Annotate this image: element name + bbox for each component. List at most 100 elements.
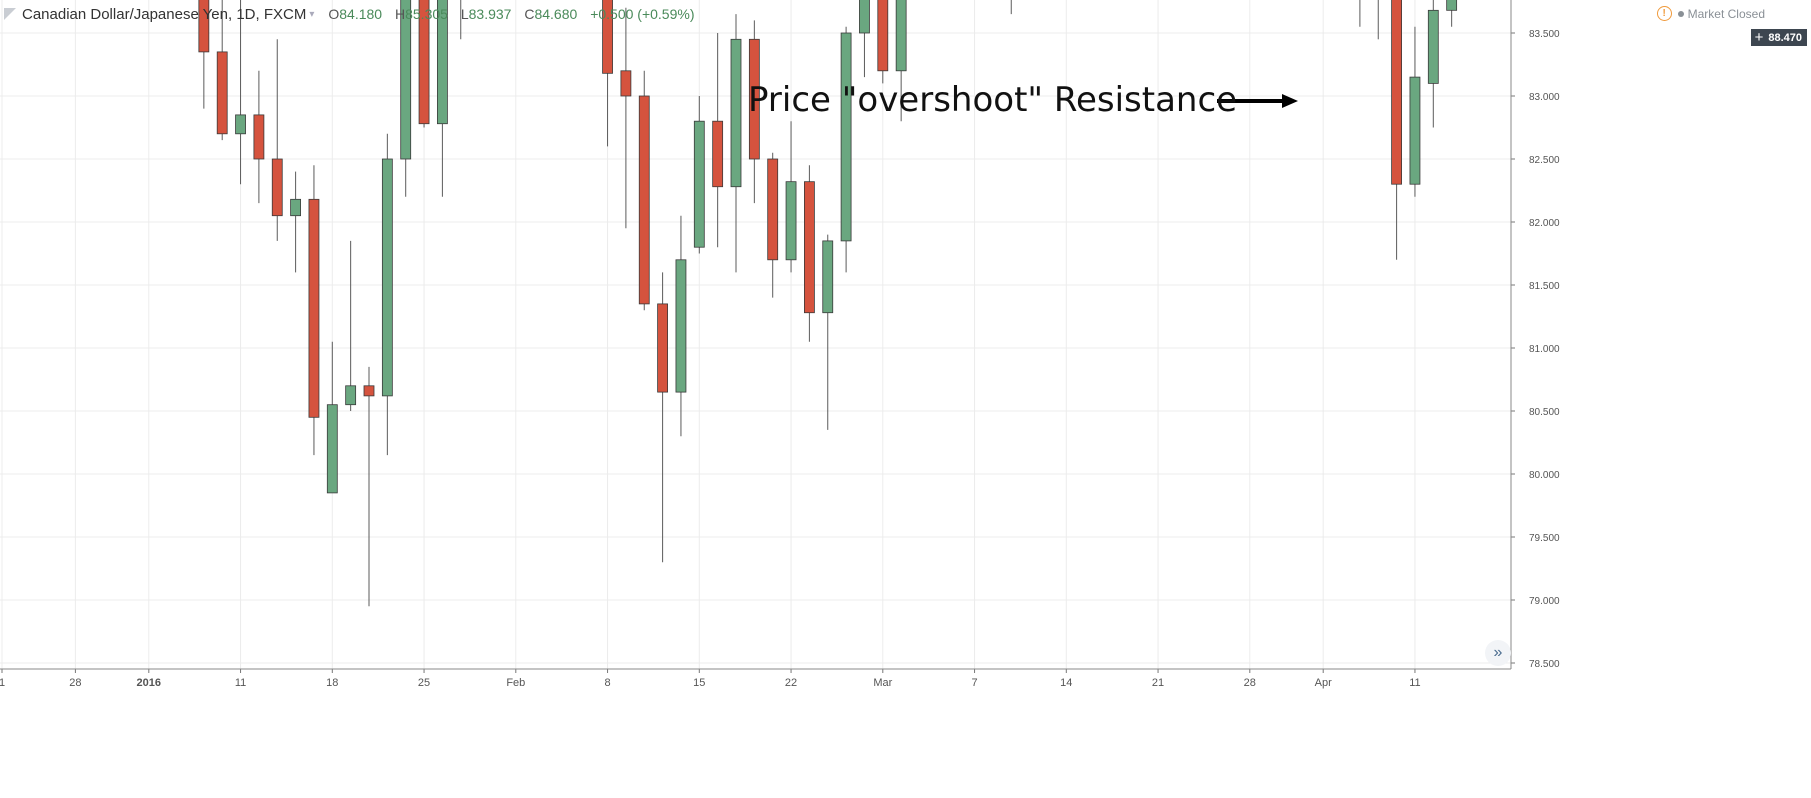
candle — [198, 0, 210, 109]
close-value: 84.680 — [534, 6, 578, 22]
candle — [271, 39, 283, 241]
status-dot-icon — [1677, 10, 1684, 17]
symbol-title[interactable]: Canadian Dollar/Japanese Yen, 1D, FXCM — [22, 5, 307, 23]
price-tick-label: 81.000 — [1529, 344, 1560, 355]
low-label: L — [460, 6, 469, 22]
candle-body-up — [859, 0, 870, 34]
candle — [895, 0, 907, 122]
candle — [657, 272, 668, 563]
price-tick-label: 82.500 — [1529, 155, 1560, 166]
candle-body-down — [418, 0, 430, 125]
time-tick-label: 8 — [604, 677, 610, 689]
candle — [253, 70, 265, 204]
candle — [363, 366, 375, 607]
market-status[interactable]: ! Market Closed — [1656, 6, 1765, 21]
grid — [0, 0, 1511, 669]
candle-body-down — [767, 158, 779, 261]
candle — [638, 70, 650, 311]
price-tick-label: 81.500 — [1529, 281, 1560, 292]
time-axis[interactable]: 1 28 2016 11 18 25 Feb 8 15 22 Mar 7 14 21 28 Apr 11 — [0, 668, 1511, 689]
time-tick-label: 18 — [326, 677, 338, 689]
current-price-value: 88.470 — [1768, 31, 1802, 44]
scroll-to-realtime-button[interactable]: » — [1485, 640, 1511, 666]
candle-body-up — [326, 404, 338, 494]
candle-body-up — [400, 0, 412, 160]
time-tick-label: Apr — [1315, 677, 1332, 689]
time-tick-label: 11 — [1409, 677, 1420, 689]
candle — [840, 26, 852, 273]
candle — [693, 96, 705, 254]
time-tick-label: 15 — [693, 677, 705, 689]
candle — [804, 165, 815, 342]
high-value: 85.305 — [405, 6, 448, 22]
time-tick-label: 22 — [785, 677, 797, 689]
candle-body-down — [216, 51, 228, 135]
price-axis[interactable]: 78.500 79.000 79.500 80.000 80.500 81.000 81.5… — [1510, 0, 1560, 670]
candle-body-up — [1409, 76, 1421, 185]
candle-body-down — [308, 198, 320, 418]
candle — [345, 240, 357, 411]
time-tick-label: 25 — [418, 677, 430, 689]
candle-body-down — [271, 158, 283, 217]
candle — [1409, 26, 1421, 197]
candle-body-down — [602, 0, 613, 74]
candle-body-up — [235, 114, 246, 135]
candle-body-down — [712, 120, 724, 188]
double-chevron-right-icon: » — [1493, 644, 1503, 661]
price-tick-label: 80.500 — [1529, 407, 1560, 418]
candle-body-down — [620, 70, 632, 97]
candle-body-up — [381, 158, 393, 397]
low-value: 83.937 — [468, 6, 512, 22]
time-tick-label: 21 — [1152, 677, 1164, 689]
warning-icon[interactable]: ! — [1656, 6, 1672, 21]
chevron-down-icon[interactable]: ▾ — [309, 8, 315, 20]
close-label: C — [524, 6, 535, 22]
symbol-icon — [4, 8, 16, 20]
candle — [1377, 0, 1379, 40]
candle-body-up — [345, 385, 357, 406]
candle — [785, 121, 797, 273]
candle — [400, 0, 412, 197]
time-tick-label: 7 — [971, 677, 977, 689]
time-tick-label: 1 — [0, 677, 5, 689]
open-label: O — [328, 6, 340, 22]
resistance-annotation: Price "overshoot" Resistance — [748, 80, 1238, 120]
price-tick-label: 79.500 — [1529, 533, 1560, 544]
candle — [602, 0, 613, 147]
candle-body-up — [693, 120, 705, 248]
candle — [290, 171, 302, 273]
candle — [436, 0, 448, 197]
candle-body-up — [785, 181, 797, 261]
time-tick-label: 28 — [69, 677, 81, 689]
current-price-tag[interactable]: + 88.470 — [1750, 29, 1807, 46]
ohlc-values: O84.180 H85.305 L83.937 C84.680 +0.500 (… — [328, 6, 703, 22]
candle — [767, 152, 779, 298]
candle — [877, 0, 889, 84]
candle — [712, 33, 724, 248]
candle — [235, 0, 246, 185]
open-value: 84.180 — [339, 6, 383, 22]
price-tick-label: 79.000 — [1529, 596, 1560, 607]
time-tick-label: 11 — [235, 677, 246, 689]
price-tick-label: 78.500 — [1529, 659, 1560, 670]
price-tick-label: 80.000 — [1529, 470, 1560, 481]
candle — [1359, 0, 1361, 27]
candle — [381, 133, 393, 456]
plus-icon[interactable]: + — [1754, 29, 1764, 46]
candle-body-down — [1391, 0, 1402, 185]
candle — [620, 7, 632, 229]
candle — [1446, 0, 1458, 27]
candle — [326, 341, 338, 494]
time-tick-label: Mar — [873, 677, 892, 689]
candle-body-up — [675, 259, 687, 393]
candle — [418, 0, 430, 128]
candle-body-up — [822, 240, 834, 314]
candle-body-up — [840, 32, 852, 242]
price-tick-label: 83.500 — [1529, 29, 1560, 40]
candle-body-up — [436, 0, 448, 125]
candle — [730, 14, 742, 273]
candle — [1427, 0, 1439, 128]
time-tick-label: 28 — [1244, 677, 1256, 689]
market-status-label: Market Closed — [1687, 6, 1765, 21]
